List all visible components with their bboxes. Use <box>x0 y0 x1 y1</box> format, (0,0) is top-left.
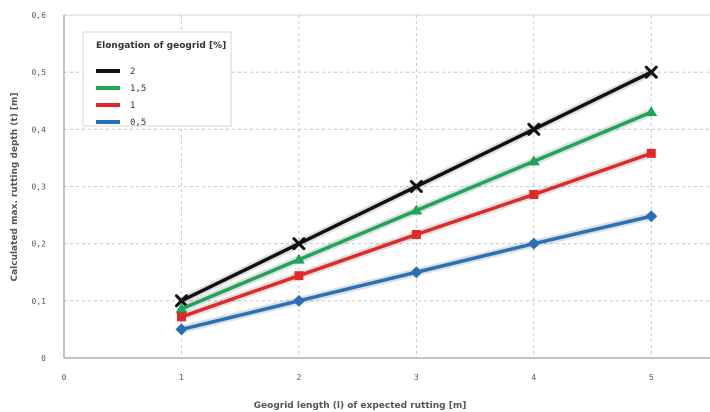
x-axis-title: Geogrid length (l) of expected rutting [… <box>254 401 467 411</box>
data-point <box>294 271 304 281</box>
x-tick-label: 1 <box>179 373 184 382</box>
data-point <box>527 237 540 250</box>
y-tick-label: 0,2 <box>32 240 47 249</box>
series <box>174 65 658 308</box>
y-tick-label: 0,4 <box>32 125 47 134</box>
data-point <box>645 106 658 117</box>
y-tick-labels: 0 0,1 0,2 0,3 0,4 0,5 0,6 <box>32 11 47 363</box>
series-group <box>174 65 658 336</box>
data-point <box>176 312 186 322</box>
legend-title: Elongation of geogrid [%] <box>96 41 226 51</box>
x-tick-label: 0 <box>62 373 67 382</box>
x-tick-label: 4 <box>531 373 536 382</box>
x-tick-label: 3 <box>414 373 419 382</box>
legend-label: 0,5 <box>130 118 146 128</box>
series <box>175 106 658 313</box>
data-point <box>527 122 541 136</box>
data-point <box>174 294 188 308</box>
legend-box <box>82 31 232 127</box>
axes <box>63 14 710 359</box>
series <box>176 148 656 322</box>
data-point <box>411 230 421 240</box>
data-point <box>410 204 423 215</box>
data-point <box>410 266 423 279</box>
y-tick-label: 0,1 <box>32 297 47 306</box>
y-tick-label: 0,3 <box>32 183 47 192</box>
x-tick-labels: 0 1 2 3 4 5 <box>62 373 654 382</box>
data-point <box>175 302 188 313</box>
legend-items: 2 1,5 1 0,5 <box>96 67 146 128</box>
y-tick-label: 0,5 <box>32 68 47 77</box>
data-point <box>292 294 305 307</box>
data-point <box>292 253 305 264</box>
y-tick-label: 0,6 <box>32 11 47 20</box>
legend-label: 2 <box>130 67 135 77</box>
data-point <box>409 180 423 193</box>
x-tick-label: 5 <box>649 373 654 382</box>
data-point <box>529 190 539 200</box>
legend-label: 1,5 <box>130 84 146 94</box>
series <box>175 210 658 336</box>
data-point <box>646 148 656 158</box>
legend: Elongation of geogrid [%] 2 1,5 1 0,5 <box>82 31 232 128</box>
x-tick-label: 2 <box>296 373 301 382</box>
data-point <box>175 323 188 336</box>
data-point <box>527 155 540 166</box>
legend-label: 1 <box>130 101 135 111</box>
data-point <box>292 237 306 251</box>
data-point <box>644 65 658 79</box>
y-tick-label: 0 <box>41 354 46 363</box>
y-axis-title: Calculated max. rutting depth (t) [m] <box>10 92 20 281</box>
data-point <box>645 210 658 223</box>
